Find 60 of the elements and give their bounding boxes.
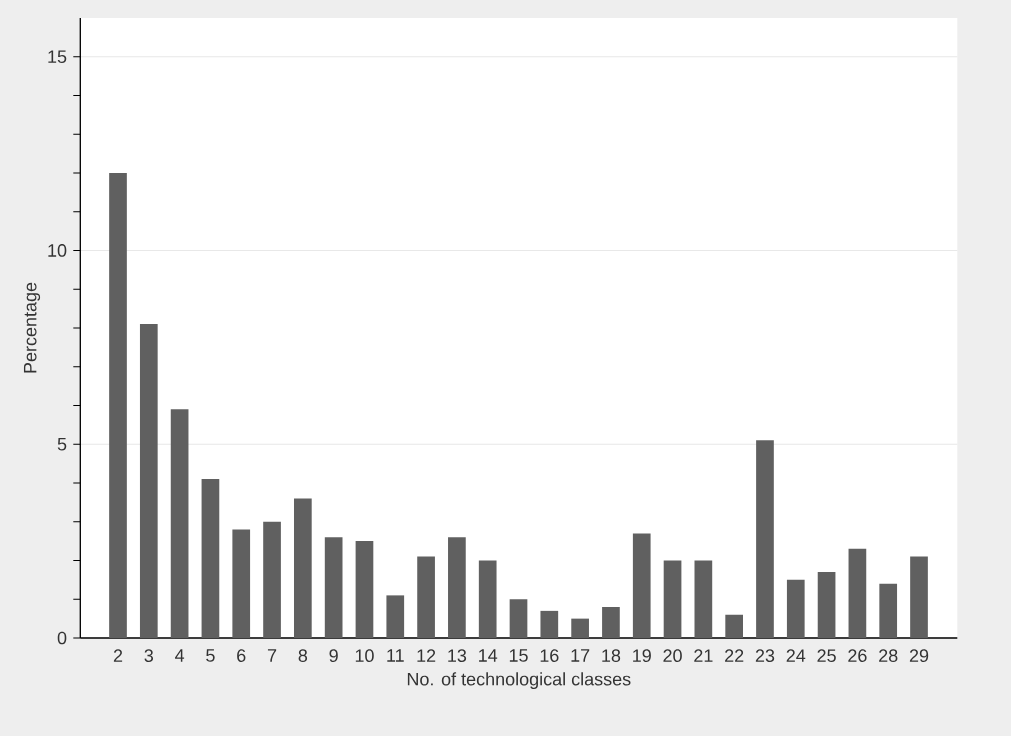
x-tick-label: 24 xyxy=(786,649,806,662)
y-tick-label: 0 xyxy=(57,631,67,645)
x-tick-label: 3 xyxy=(144,649,154,662)
x-tick-label: 13 xyxy=(448,649,467,662)
x-tick-label: 11 xyxy=(387,649,404,662)
x-tick-label: 28 xyxy=(879,649,898,662)
x-tick-label: 17 xyxy=(571,649,590,662)
bar xyxy=(879,583,898,638)
y-tick-label: 15 xyxy=(48,50,67,64)
bar xyxy=(263,521,281,638)
bar xyxy=(571,618,589,638)
bar xyxy=(109,172,127,638)
bar xyxy=(170,409,189,638)
bar xyxy=(417,556,435,638)
x-tick-label: 2 xyxy=(113,649,123,662)
x-tick-label: 4 xyxy=(175,649,185,662)
x-tick-label: 23 xyxy=(755,649,775,662)
x-tick-label: 10 xyxy=(355,649,374,662)
bar xyxy=(694,560,713,638)
x-tick-label: 25 xyxy=(817,649,836,662)
x-tick-label: 19 xyxy=(633,649,651,662)
x-tick-label: 18 xyxy=(602,649,621,662)
x-tick-label: 29 xyxy=(909,649,929,662)
x-tick-label: 9 xyxy=(329,649,338,662)
bar xyxy=(386,595,405,638)
y-axis-title: Percentage xyxy=(23,282,41,373)
bar xyxy=(756,440,774,638)
bar xyxy=(509,599,528,638)
x-tick-label: 15 xyxy=(509,649,528,662)
y-tick-label: 10 xyxy=(48,244,67,257)
x-tick-label: 22 xyxy=(725,649,744,662)
x-tick-label: 21 xyxy=(694,649,713,662)
bar xyxy=(602,607,620,638)
x-tick-label: 6 xyxy=(237,649,246,662)
x-tick-label: 8 xyxy=(298,649,308,662)
bar xyxy=(540,610,559,638)
bar xyxy=(232,529,251,638)
bar xyxy=(632,533,651,638)
bar xyxy=(201,479,220,638)
bar xyxy=(324,537,343,638)
bar xyxy=(355,541,374,638)
x-tick-label: 12 xyxy=(417,649,436,662)
bar xyxy=(725,614,744,638)
x-axis-title: No. of technological classes xyxy=(407,672,631,690)
y-tick-label: 5 xyxy=(57,437,67,451)
bar xyxy=(294,498,312,638)
bar xyxy=(478,560,497,638)
x-tick-label: 5 xyxy=(206,649,215,662)
x-tick-label: 14 xyxy=(479,649,498,662)
bar xyxy=(139,324,158,638)
bar xyxy=(817,572,836,638)
x-tick-label: 16 xyxy=(540,649,559,662)
bar xyxy=(910,556,928,638)
bar xyxy=(448,537,466,638)
x-tick-label: 20 xyxy=(663,649,682,662)
bar xyxy=(663,560,682,638)
bar xyxy=(786,579,805,638)
x-tick-label: 26 xyxy=(848,649,867,662)
x-tick-label: 7 xyxy=(267,649,277,662)
bar xyxy=(848,548,867,638)
